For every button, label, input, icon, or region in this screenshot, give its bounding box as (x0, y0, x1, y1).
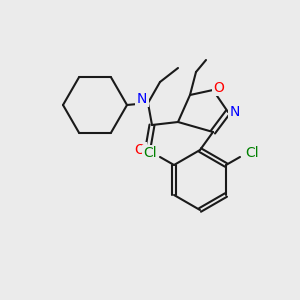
Text: N: N (137, 92, 147, 106)
Text: O: O (214, 81, 224, 95)
Text: Cl: Cl (245, 146, 259, 160)
Text: N: N (230, 105, 240, 119)
Text: O: O (135, 143, 146, 157)
Text: Cl: Cl (143, 146, 157, 160)
